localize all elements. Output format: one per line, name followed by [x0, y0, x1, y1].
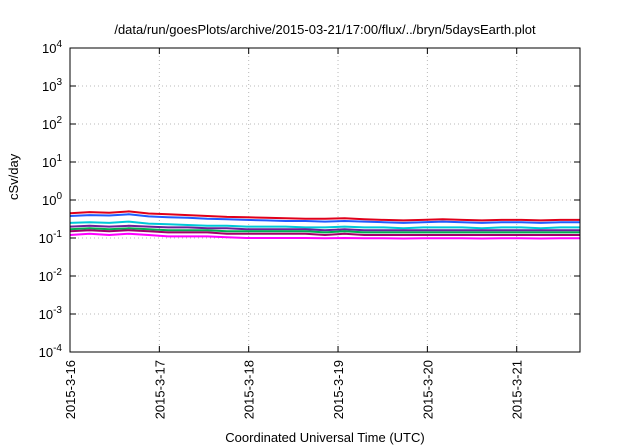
series-line: [69, 227, 580, 234]
series-line: [69, 210, 580, 222]
series-line: [69, 232, 580, 240]
y-tick-label: 10-1: [39, 229, 63, 246]
y-tick-label: 10-3: [39, 305, 63, 322]
series-line: [69, 220, 580, 230]
series-line: [69, 229, 580, 236]
y-axis-label: cSv/day: [6, 153, 21, 200]
y-tick-label: 10-4: [39, 343, 63, 360]
y-tick-label: 102: [42, 115, 62, 132]
y-tick-label: 104: [42, 39, 62, 56]
chart-title: /data/run/goesPlots/archive/2015-03-21/1…: [114, 22, 536, 37]
y-tick-label: 10-2: [39, 267, 63, 284]
y-tick-label: 103: [42, 77, 62, 94]
series-line: [69, 213, 580, 224]
plot-frame: [69, 47, 581, 353]
y-tick-label: 100: [42, 191, 62, 208]
x-axis-label: Coordinated Universal Time (UTC): [225, 430, 425, 445]
x-tick-label: 2015-3-20: [420, 360, 435, 419]
y-tick-label: 101: [42, 153, 62, 170]
x-tick-label: 2015-3-17: [152, 360, 167, 419]
x-tick-label: 2015-3-21: [510, 360, 525, 419]
x-tick-label: 2015-3-18: [242, 360, 257, 419]
series-line: [69, 224, 580, 232]
x-tick-label: 2015-3-19: [331, 360, 346, 419]
x-tick-label: 2015-3-16: [63, 360, 78, 419]
